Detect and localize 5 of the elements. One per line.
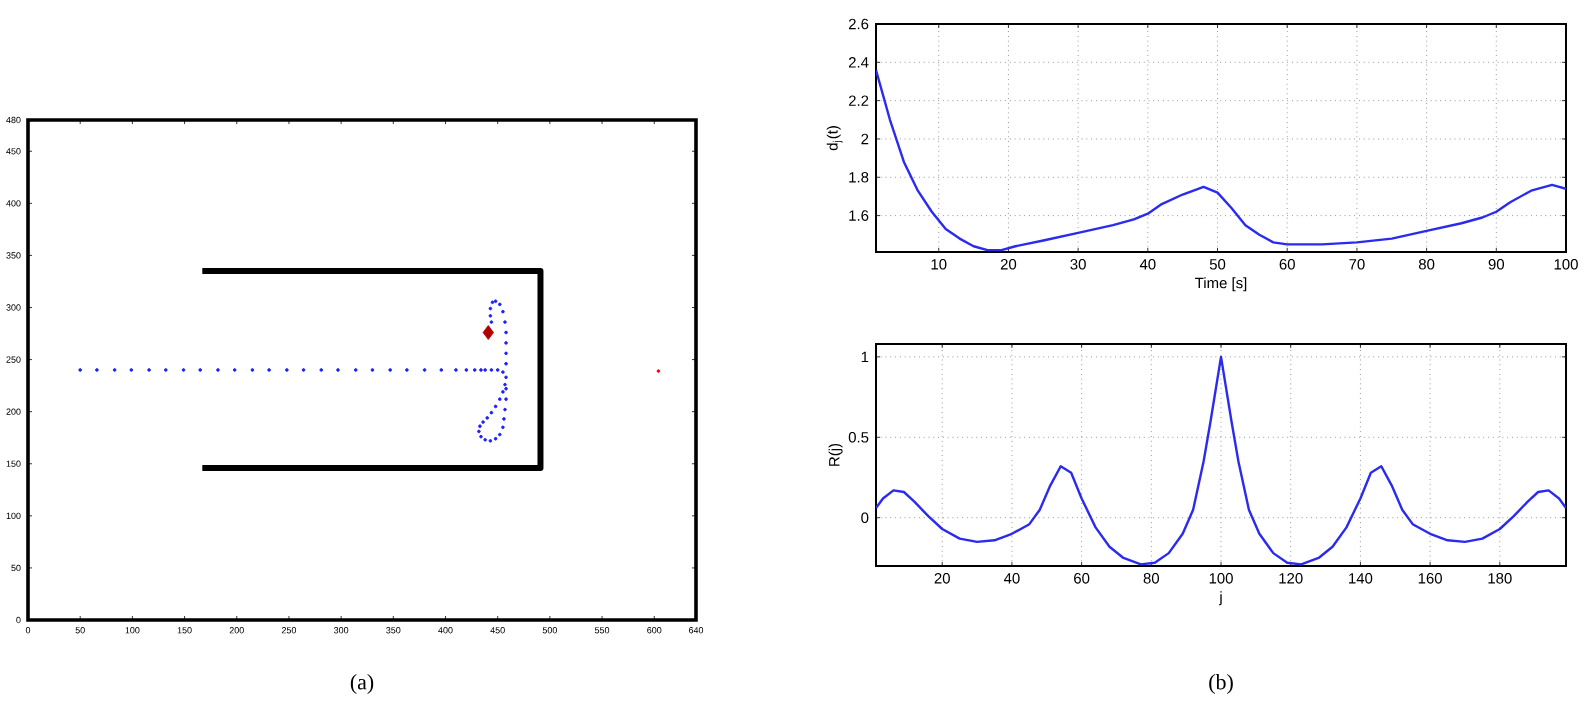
text: (b) xyxy=(1209,674,1233,694)
line-series xyxy=(876,355,1567,566)
point xyxy=(482,325,494,340)
line-series xyxy=(876,68,1566,252)
text: (a) xyxy=(350,674,374,694)
